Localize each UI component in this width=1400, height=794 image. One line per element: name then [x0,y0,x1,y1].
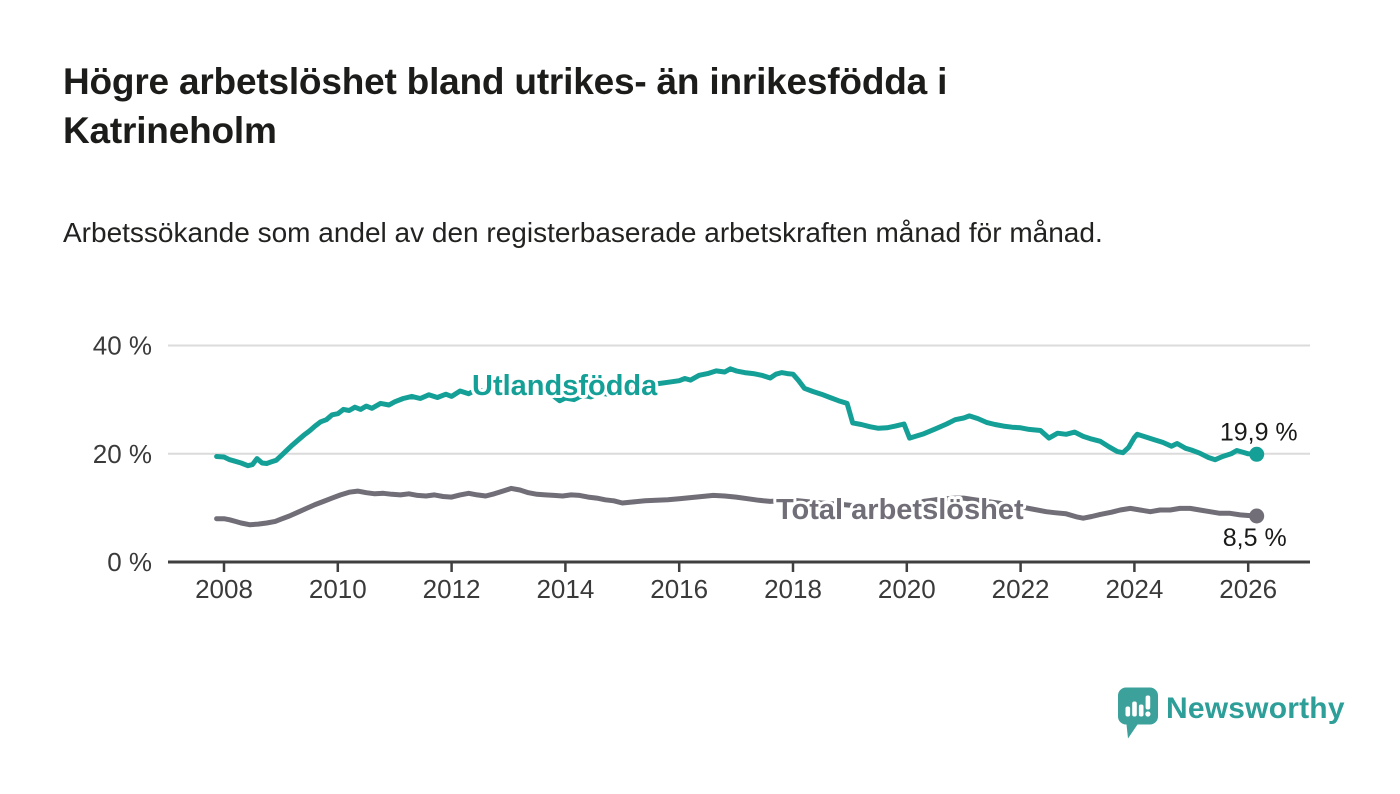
series-end-value-label: 8,5 % [1223,524,1287,552]
series-line-total [214,485,1260,528]
x-tick-label: 2024 [1105,574,1163,604]
brand-name: Newsworthy [1166,692,1345,725]
unemployment-line-chart: 0 % 20 % 40 % 2008 2010 2012 2014 2016 2018 2020 2… [93,331,1310,604]
x-tick-label: 2014 [536,574,594,604]
x-tick-label: 2022 [992,574,1050,604]
x-tick-label: 2010 [309,574,367,604]
chart-subtitle: Arbetssökande som andel av den registerb… [63,217,1103,248]
x-tick-label: 2026 [1219,574,1277,604]
series-endpoint-total [1249,508,1265,524]
series-end-value-label: 19,9 % [1220,418,1298,446]
x-tick-label: 2018 [764,574,822,604]
newsworthy-logo: Newsworthy [1117,687,1377,747]
speech-bubble-bar-chart-icon [1118,687,1158,739]
y-tick-label: 40 % [93,331,152,361]
page-title: Högre arbetslöshet bland utrikes- än inr… [63,61,948,151]
y-tick-label: 0 % [107,547,152,577]
x-tick-label: 2016 [650,574,708,604]
y-tick-label: 20 % [93,439,152,469]
series-name-label: Utlandsfödda [472,370,658,402]
series-name-label: Total arbetslöshet [776,494,1024,526]
series-endpoint-utlandsfodda [1249,446,1265,462]
series-line-utlandsfodda [214,366,1260,469]
x-tick-label: 2012 [423,574,481,604]
x-tick-label: 2008 [195,574,253,604]
x-tick-label: 2020 [878,574,936,604]
